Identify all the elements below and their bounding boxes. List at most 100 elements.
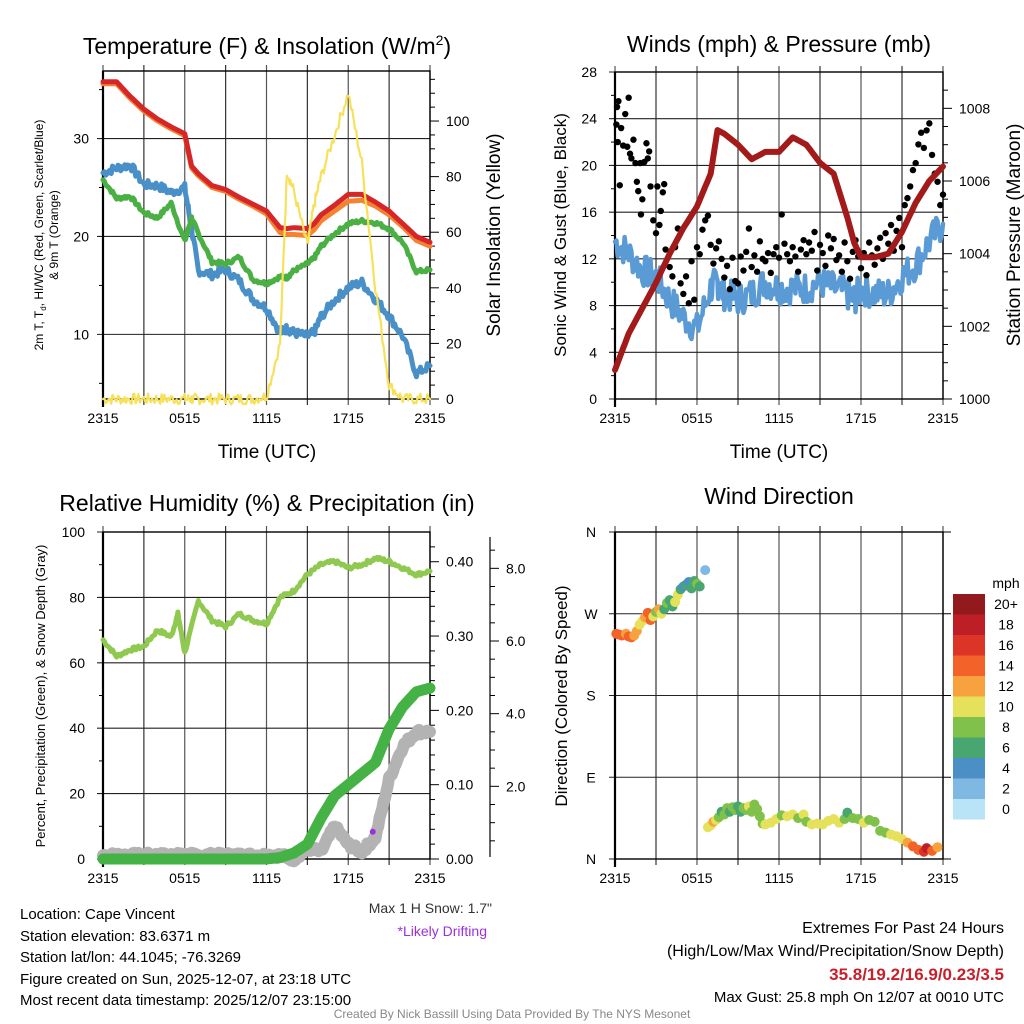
gust-point <box>669 273 676 280</box>
drifting-point <box>369 828 376 835</box>
gust-point <box>657 207 664 215</box>
gust-point <box>822 262 829 270</box>
y2-tick-label: 1002 <box>959 318 990 334</box>
humidity-chart: 2315 0515 1115 1715 23150204060801000.000.10… <box>33 490 526 939</box>
y-axis-label: Direction (Colored By Speed) <box>552 585 571 806</box>
direction-point <box>932 842 943 853</box>
gust-point <box>934 178 941 185</box>
gust-point <box>923 127 930 134</box>
y-tick-label: 80 <box>69 589 85 605</box>
x-tick-label: 1715 <box>333 410 364 426</box>
gust-point <box>904 194 911 202</box>
gust-point <box>885 240 892 247</box>
pressure-line <box>612 127 946 373</box>
x-tick-label: 2315 <box>927 410 958 426</box>
gust-point <box>825 232 832 239</box>
gust-point <box>652 229 660 237</box>
gust-point <box>710 260 717 267</box>
max-gust-text: Max Gust: 25.8 mph On 12/07 at 0010 UTC <box>713 989 1004 1006</box>
gust-point <box>833 256 840 264</box>
legend-swatch <box>953 696 985 717</box>
y2-axis-label: Solar Insolation (Yellow) <box>484 133 505 336</box>
gust-point <box>773 243 780 251</box>
gust-point <box>789 243 796 251</box>
gust-point <box>718 255 725 263</box>
gust-point <box>745 225 753 232</box>
gust-point <box>614 138 621 146</box>
gust-point <box>721 274 728 281</box>
y-tick-label: 30 <box>73 131 89 147</box>
elevation-text: Station elevation: 83.6371 m <box>20 927 211 945</box>
x-tick-label: 2315 <box>599 410 630 426</box>
gust-point <box>637 211 645 218</box>
max-snow-annotation: Max 1 H Snow: 1.7" <box>369 900 492 916</box>
gust-point <box>632 159 639 167</box>
extremes-fields: (High/Low/Max Wind/Precipitation/Snow De… <box>666 943 1004 960</box>
gust-point <box>680 290 687 298</box>
legend-label: 20+ <box>994 596 1018 612</box>
gust-point <box>907 183 914 190</box>
gust-point <box>898 243 906 251</box>
gust-point <box>896 214 903 222</box>
y-axis-label: Sonic Wind & Gust (Blue, Black) <box>551 113 570 357</box>
legend-label: 16 <box>998 637 1014 653</box>
gust-point <box>707 241 714 249</box>
extremes-values: 35.8/19.2/16.9/0.23/3.5 <box>829 965 1004 984</box>
y-tick-label: W <box>584 606 598 622</box>
gust-point <box>691 296 698 303</box>
gust-point <box>622 110 629 118</box>
gust-point <box>645 148 653 155</box>
y2-tick-label: 1000 <box>959 391 990 407</box>
y-tick-label: 100 <box>62 524 86 540</box>
gust-point <box>702 217 709 224</box>
gust-point <box>814 267 821 274</box>
legend-swatch <box>953 737 985 758</box>
gust-point <box>723 262 731 270</box>
gust-point <box>928 151 936 159</box>
x-tick-label: 0515 <box>169 410 200 426</box>
x-axis-label: Time (UTC) <box>218 442 317 463</box>
gust-point <box>846 275 854 282</box>
gust-point <box>841 239 848 246</box>
gust-point <box>917 129 925 136</box>
gust-point <box>635 187 642 195</box>
gust-point <box>882 229 889 237</box>
gust-point <box>715 238 723 245</box>
gust-point <box>613 121 620 128</box>
chart-title: Wind Direction <box>704 483 854 509</box>
gust-point <box>650 217 657 224</box>
gust-point <box>887 221 895 229</box>
y-tick-label: 28 <box>581 64 597 80</box>
temp-2m-line <box>100 79 433 245</box>
legend-swatch <box>953 676 985 697</box>
location-text: Location: Cape Vincent <box>20 906 175 923</box>
y2-tick-label: 0.20 <box>446 702 473 718</box>
y-tick-label: 4 <box>589 344 597 360</box>
direction-point <box>700 565 711 576</box>
y2-tick-label: 80 <box>446 169 462 185</box>
gust-point <box>756 238 764 245</box>
legend-label: 4 <box>1002 760 1010 776</box>
gust-point <box>797 246 805 253</box>
legend-label: 8 <box>1002 719 1010 735</box>
x-tick-label: 0515 <box>681 870 712 886</box>
gust-point <box>682 273 690 280</box>
gust-point <box>615 97 622 105</box>
y2-tick-label: 0.10 <box>446 777 473 793</box>
y-tick-label: 20 <box>73 228 89 244</box>
gust-point <box>662 246 669 253</box>
x-axis-label: Time (UTC) <box>730 442 829 463</box>
gust-point <box>786 257 794 265</box>
x-tick-label: 1715 <box>845 870 876 886</box>
gust-point <box>633 178 641 185</box>
legend-label: 10 <box>998 699 1014 715</box>
gust-point <box>784 250 791 258</box>
legend-label: 0 <box>1002 801 1010 817</box>
chart-title: Winds (mph) & Pressure (mb) <box>627 31 931 57</box>
direction-point <box>869 816 880 827</box>
winds-chart: 2315 0515 1115 1715 231504812162024281000100… <box>551 31 1024 463</box>
y-tick-label: 0 <box>589 391 597 407</box>
legend-swatch <box>953 799 985 820</box>
gust-point <box>624 143 631 150</box>
